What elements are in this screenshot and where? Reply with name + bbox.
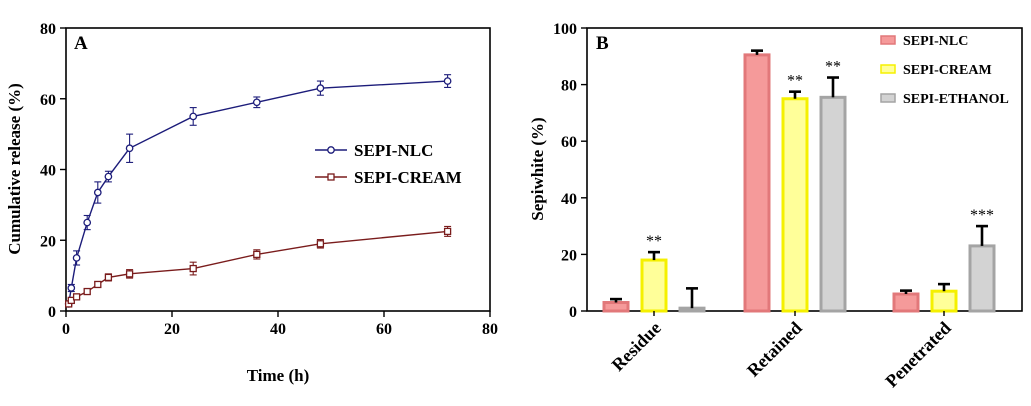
y-tick-label-a: 40 bbox=[40, 163, 56, 180]
series-line-sepi-cream bbox=[68, 230, 448, 305]
bar-sepi-ethanol-retained bbox=[819, 95, 847, 313]
y-tick-label-b: 40 bbox=[561, 191, 577, 208]
series-group-a bbox=[64, 74, 452, 308]
category-label-retained: Retained bbox=[743, 318, 806, 381]
legend-label-b: SEPI-NLC bbox=[903, 34, 968, 49]
bar-sepi-nlc-retained bbox=[743, 53, 771, 313]
category-labels-b: Residue Retained Penetrated bbox=[608, 311, 955, 391]
y-tick-label-b: 20 bbox=[561, 247, 577, 264]
series-line-sepi-nlc bbox=[67, 80, 448, 305]
y-tick-label-a: 80 bbox=[40, 21, 56, 38]
data-point-sepi-nlc bbox=[125, 144, 134, 153]
data-point-sepi-nlc bbox=[443, 77, 452, 85]
legend-marker-a bbox=[327, 146, 335, 154]
data-point-sepi-cream bbox=[189, 264, 197, 273]
y-tick-label-a: 20 bbox=[40, 233, 56, 250]
significance-stars: ** bbox=[787, 73, 803, 90]
bar-group-b: ********* bbox=[602, 49, 996, 313]
data-point-sepi-cream bbox=[83, 287, 91, 296]
data-point-sepi-nlc bbox=[252, 98, 261, 107]
panel-label-b: B bbox=[596, 33, 609, 54]
legend-label-b: SEPI-ETHANOL bbox=[903, 92, 1009, 107]
legend-label-b: SEPI-CREAM bbox=[903, 63, 992, 78]
y-axis-ticks-b: 0 20 40 60 80 100 bbox=[553, 21, 587, 321]
panel-label-a: A bbox=[74, 33, 88, 54]
bar-sepi-cream-retained bbox=[781, 97, 809, 313]
x-tick-label-a: 0 bbox=[62, 321, 70, 338]
y-tick-label-a: 60 bbox=[40, 92, 56, 109]
data-point-sepi-nlc bbox=[72, 254, 81, 262]
x-tick-label-a: 80 bbox=[482, 321, 498, 338]
data-point-sepi-cream bbox=[104, 273, 113, 282]
x-tick-label-a: 40 bbox=[270, 321, 286, 338]
category-label-residue: Residue bbox=[608, 318, 665, 375]
data-point-sepi-nlc bbox=[104, 172, 113, 181]
data-point-sepi-cream bbox=[72, 293, 81, 301]
data-point-sepi-cream bbox=[253, 250, 261, 259]
legend-swatch-b bbox=[880, 93, 896, 103]
legend-label-a: SEPI-CREAM bbox=[354, 168, 462, 187]
legend-swatch-b bbox=[880, 64, 896, 74]
y-axis-label-a: Cumulative release (%) bbox=[5, 83, 24, 255]
data-point-sepi-nlc bbox=[93, 188, 102, 197]
data-point-sepi-nlc bbox=[189, 112, 198, 121]
data-point-sepi-cream bbox=[443, 227, 452, 236]
x-axis-ticks-a: 0 20 40 60 80 bbox=[62, 311, 498, 338]
y-tick-label-b: 100 bbox=[553, 21, 577, 38]
legend-label-a: SEPI-NLC bbox=[354, 141, 433, 160]
y-tick-label-a: 0 bbox=[48, 304, 56, 321]
significance-stars: ** bbox=[825, 59, 841, 76]
data-point-sepi-cream bbox=[316, 240, 325, 248]
data-point-sepi-nlc bbox=[316, 84, 325, 92]
bar-sepi-ethanol-penetrated bbox=[968, 244, 996, 313]
data-point-sepi-cream bbox=[125, 270, 134, 278]
x-tick-label-a: 60 bbox=[376, 321, 392, 338]
y-tick-label-b: 60 bbox=[561, 134, 577, 151]
bar-sepi-ethanol-residue bbox=[678, 306, 706, 313]
category-label-penetrated: Penetrated bbox=[881, 318, 955, 392]
significance-stars: ** bbox=[646, 233, 662, 250]
data-point-sepi-nlc bbox=[83, 218, 92, 227]
y-tick-label-b: 0 bbox=[569, 304, 577, 321]
data-point-sepi-nlc bbox=[67, 284, 76, 292]
data-point-sepi-cream bbox=[94, 280, 102, 289]
y-tick-label-b: 80 bbox=[561, 78, 577, 95]
significance-stars: *** bbox=[970, 207, 994, 224]
bar-sepi-cream-penetrated bbox=[930, 289, 958, 313]
x-axis-label-a: Time (h) bbox=[247, 366, 310, 385]
x-tick-label-a: 20 bbox=[164, 321, 180, 338]
legend-a: SEPI-NLC SEPI-CREAM bbox=[315, 141, 462, 187]
bar-sepi-nlc-penetrated bbox=[892, 292, 920, 313]
y-axis-label-b: Sepiwhite (%) bbox=[528, 117, 547, 220]
legend-b: SEPI-NLC SEPI-CREAM SEPI-ETHANOL bbox=[880, 34, 1009, 107]
legend-swatch-b bbox=[880, 35, 896, 45]
y-axis-ticks-a: 0 20 40 60 80 bbox=[40, 21, 66, 321]
legend-marker-a bbox=[327, 173, 335, 181]
panel-a-line-chart: A 0 20 40 60 80 0 20 40 60 80 Time (h) Cumulativ… bbox=[5, 21, 498, 385]
bar-sepi-cream-residue bbox=[640, 258, 668, 313]
bar-sepi-nlc-residue bbox=[602, 301, 630, 313]
